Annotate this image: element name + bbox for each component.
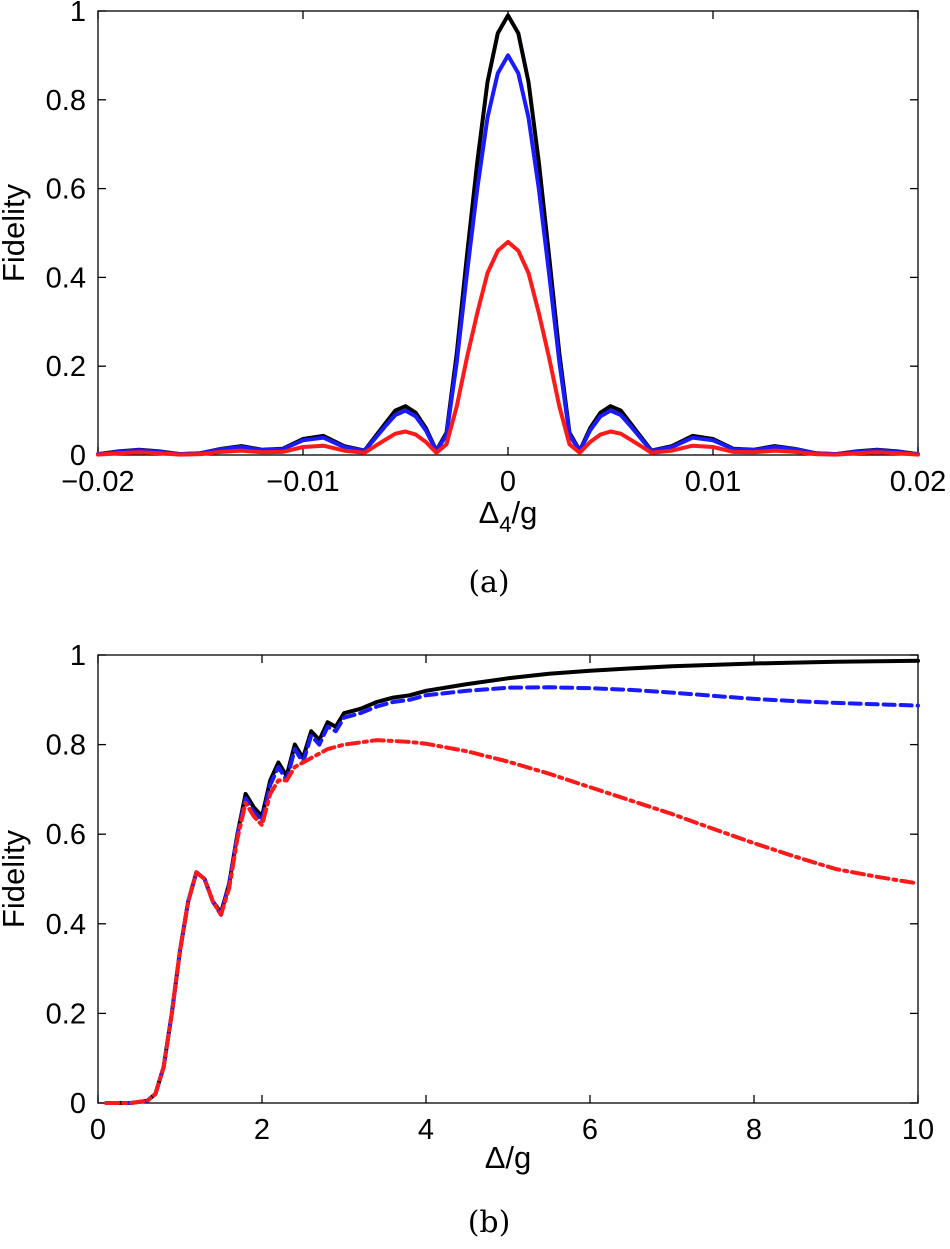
x-tick-label: 10 [902, 1114, 934, 1146]
series-line-3 [104, 738, 920, 1105]
y-axis-label-b: Fidelity [0, 829, 31, 928]
plot-frame-a [97, 10, 919, 456]
y-tick-label: 0.4 [46, 262, 86, 294]
x-tick-label: −0.02 [61, 466, 134, 498]
y-tick-label: 0.8 [46, 730, 86, 762]
chart-panel-a: −0.02 −0.01 0 0.01 0.02 0 0.2 0.4 0.6 0.8 1 Fideli… [0, 0, 946, 600]
chart-panel-b: 0 2 4 6 8 10 0 0.2 0.4 0.6 0.8 1 Fidelity Δ/g (b) [0, 640, 934, 1240]
y-tick-label: 0.8 [46, 85, 86, 117]
y-tick-label: 0 [70, 440, 86, 472]
x-tick-label: 0 [90, 1114, 106, 1146]
y-tick-label: 0.6 [46, 819, 86, 851]
y-tick-label: 0.6 [46, 174, 86, 206]
x-tick-label: 6 [582, 1114, 598, 1146]
y-axis-label-a: Fidelity [0, 183, 31, 282]
series-group-a [96, 13, 920, 457]
x-tick-label: 4 [418, 1114, 434, 1146]
series-line-2 [96, 53, 920, 457]
y-tick-label: 1 [70, 0, 86, 28]
x-tick-label: 0 [500, 466, 516, 498]
x-tick-label: 0.02 [890, 466, 946, 498]
y-tick-label: 0.2 [46, 351, 86, 383]
x-tick-label: 2 [254, 1114, 270, 1146]
series-line-3 [96, 239, 920, 457]
x-tick-label: −0.01 [266, 466, 339, 498]
caption-a: (a) [468, 565, 509, 600]
axis-ticks-b: 0 2 4 6 8 10 0 0.2 0.4 0.6 0.8 1 [46, 640, 934, 1146]
y-tick-label: 0 [70, 1088, 86, 1120]
x-tick-label: 8 [746, 1114, 762, 1146]
y-tick-label: 1 [70, 640, 86, 672]
axis-ticks-a: −0.02 −0.01 0 0.01 0.02 0 0.2 0.4 0.6 0.8 1 [46, 0, 947, 498]
plot-frame-b [97, 654, 919, 1104]
series-line-2 [104, 685, 920, 1105]
x-tick-label: 0.01 [685, 466, 741, 498]
series-group-b [104, 658, 920, 1105]
x-axis-label-b: Δ/g [485, 1140, 532, 1175]
y-tick-label: 0.4 [46, 909, 86, 941]
y-tick-label: 0.2 [46, 998, 86, 1030]
x-axis-label-a: Δ4/g [479, 495, 538, 537]
caption-b: (b) [468, 1205, 511, 1240]
series-line-1 [96, 13, 920, 457]
